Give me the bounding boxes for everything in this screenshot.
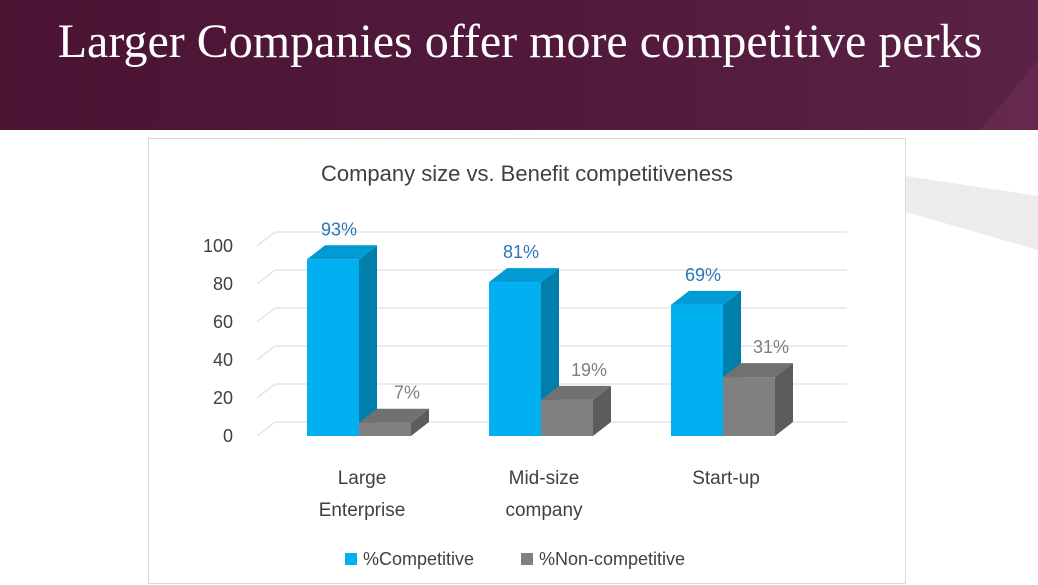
legend-label: %Non-competitive	[539, 549, 685, 569]
x-tick-label: Mid-size	[509, 468, 580, 489]
bar-non-competitive-start-up	[723, 363, 793, 436]
gridline-diagonal	[256, 383, 276, 399]
gridline-diagonal	[256, 269, 276, 285]
x-tick-label: Large	[338, 468, 387, 489]
legend-item-non-competitive: %Non-competitive	[521, 549, 685, 569]
gridline-diagonal	[256, 345, 276, 361]
bars	[307, 245, 793, 436]
x-tick-label: company	[505, 500, 583, 521]
legend-swatch	[345, 553, 357, 565]
data-label: 7%	[394, 383, 420, 403]
chart-title: Company size vs. Benefit competitiveness	[321, 161, 733, 186]
x-tick-label: Start-up	[692, 468, 760, 489]
legend-swatch	[521, 553, 533, 565]
data-label: 19%	[571, 360, 607, 380]
gridline-diagonal	[256, 231, 276, 247]
bar-non-competitive-mid-size-company	[541, 385, 611, 436]
title-banner: Larger Companies offer more competitive …	[0, 0, 1038, 130]
bar-competitive-large-enterprise	[307, 245, 377, 436]
gridline-diagonal	[256, 307, 276, 323]
legend: %Competitive %Non-competitive	[345, 549, 685, 569]
y-tick-label: 20	[213, 388, 233, 408]
data-label: 69%	[685, 265, 721, 285]
y-axis-ticks: 0 20 40 60 80 100	[203, 236, 233, 446]
data-label: 93%	[321, 219, 357, 239]
legend-item-competitive: %Competitive	[345, 549, 474, 569]
x-tick-label: Enterprise	[319, 500, 406, 521]
gridline-diagonal	[256, 421, 276, 437]
slide-title: Larger Companies offer more competitive …	[57, 15, 983, 68]
y-tick-label: 80	[213, 274, 233, 294]
x-axis-labels: Large Enterprise Mid-size company Start-up	[319, 468, 760, 521]
data-label: 81%	[503, 242, 539, 262]
bar-competitive-mid-size-company	[489, 268, 559, 436]
data-label: 31%	[753, 337, 789, 357]
legend-label: %Competitive	[363, 549, 474, 569]
y-tick-label: 60	[213, 312, 233, 332]
y-tick-label: 100	[203, 236, 233, 256]
bar-chart: Company size vs. Benefit competitiveness…	[203, 161, 847, 569]
y-tick-label: 0	[223, 426, 233, 446]
y-tick-label: 40	[213, 350, 233, 370]
data-labels: 93% 7% 81% 19% 69% 31%	[321, 219, 789, 402]
bar-non-competitive-large-enterprise	[359, 408, 429, 436]
chart-container: Company size vs. Benefit competitiveness…	[148, 138, 906, 584]
